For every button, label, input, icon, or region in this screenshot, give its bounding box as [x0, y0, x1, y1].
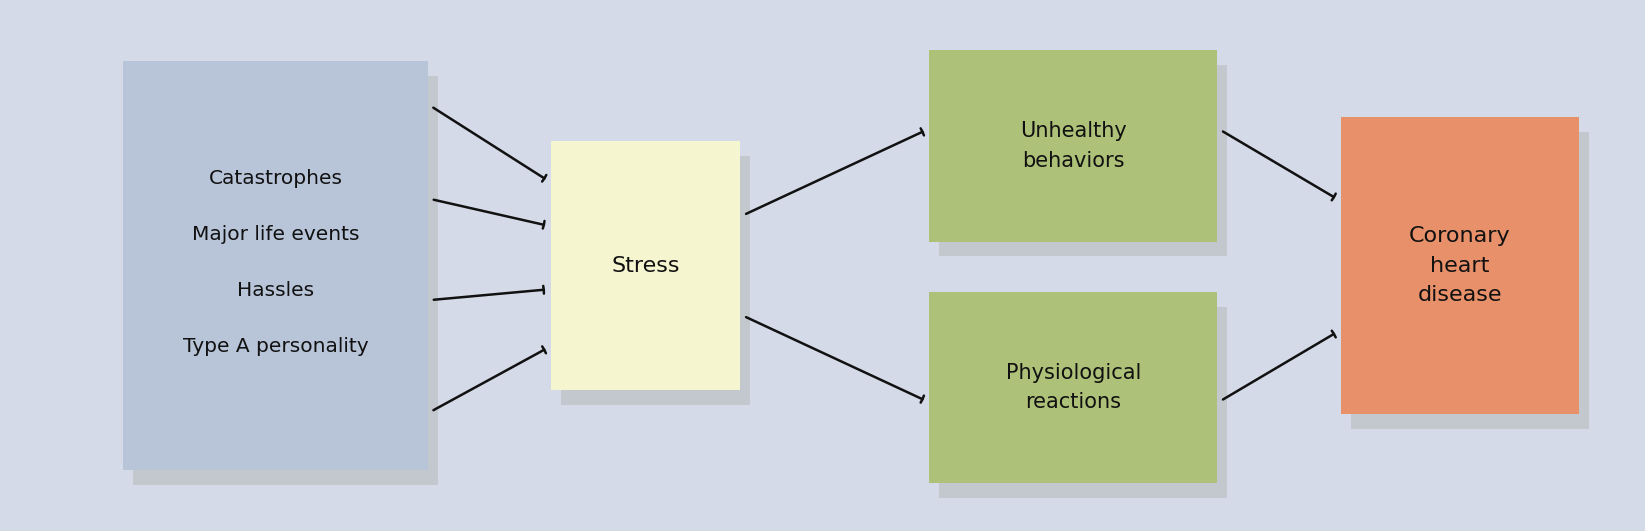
FancyBboxPatch shape: [939, 307, 1227, 498]
FancyBboxPatch shape: [551, 141, 740, 390]
FancyBboxPatch shape: [939, 65, 1227, 256]
Text: Coronary
heart
disease: Coronary heart disease: [1410, 226, 1510, 305]
FancyBboxPatch shape: [561, 156, 750, 405]
Text: Catastrophes

Major life events

Hassles

Type A personality: Catastrophes Major life events Hassles T…: [183, 169, 368, 356]
FancyBboxPatch shape: [133, 76, 438, 485]
FancyBboxPatch shape: [1341, 117, 1579, 414]
Text: Stress: Stress: [612, 255, 679, 276]
Text: Physiological
reactions: Physiological reactions: [1005, 363, 1142, 413]
FancyBboxPatch shape: [123, 61, 428, 470]
Text: Unhealthy
behaviors: Unhealthy behaviors: [1020, 121, 1127, 171]
FancyBboxPatch shape: [1351, 132, 1589, 429]
FancyBboxPatch shape: [929, 50, 1217, 242]
FancyBboxPatch shape: [929, 292, 1217, 483]
